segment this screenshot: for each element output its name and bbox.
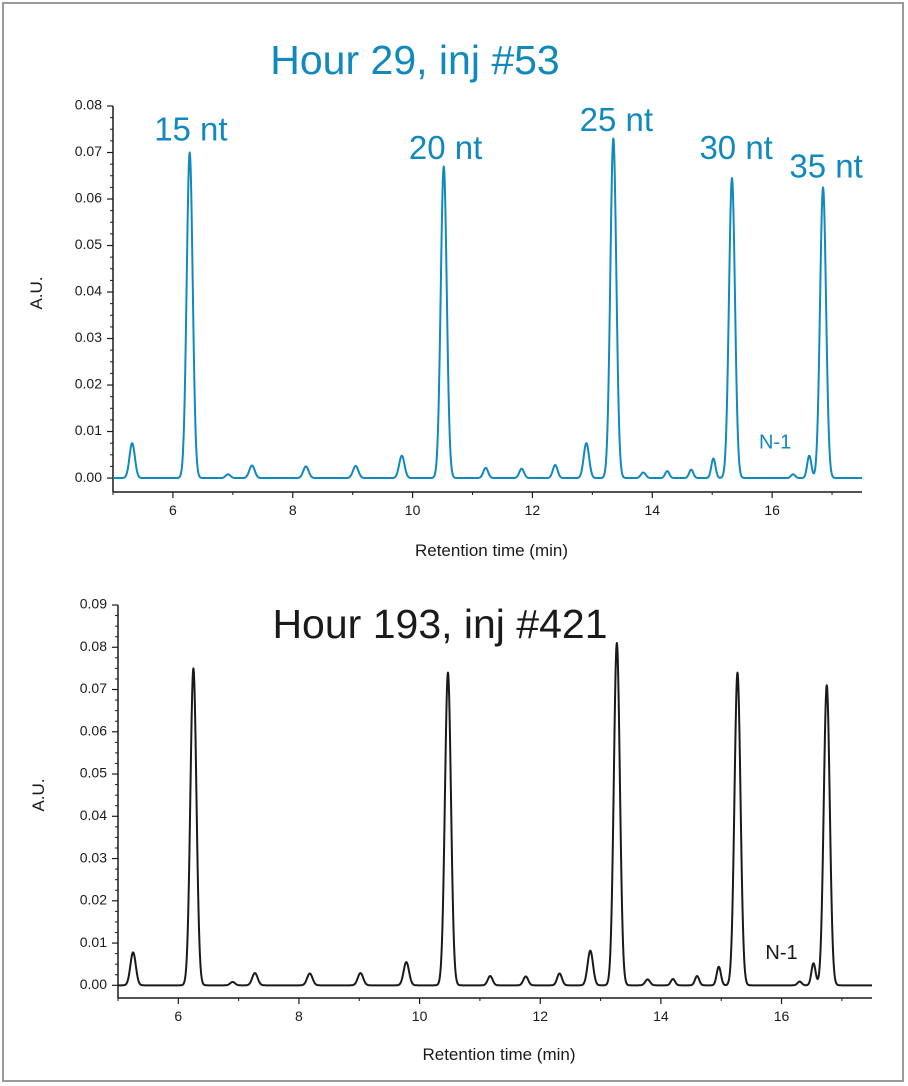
y-axis-title: A.U. [29,778,48,811]
y-tick-label: 0.09 [80,596,107,612]
n-minus-1-annotation: N-1 [765,942,797,964]
peak-label: 35 nt [789,148,862,185]
x-tick-label: 8 [289,502,297,518]
y-tick-label: 0.06 [75,190,102,206]
y-tick-label: 0.05 [75,236,102,252]
y-tick-label: 0.00 [80,976,107,992]
x-tick-label: 14 [653,1008,669,1024]
peak-label: 15 nt [154,110,227,147]
x-tick-label: 16 [764,502,780,518]
y-tick-label: 0.07 [80,680,107,696]
y-tick-label: 0.04 [80,807,107,823]
x-tick-label: 6 [174,1008,182,1024]
y-tick-label: 0.02 [80,892,107,908]
x-tick-label: 10 [405,502,421,518]
x-axis-title: Retention time (min) [415,541,568,560]
chromatogram-trace [112,137,863,480]
y-tick-label: 0.03 [80,849,107,865]
y-tick-label: 0.08 [75,97,102,113]
chart-top-hour-29: Hour 29, inj #53 0.00 0.01 0.02 0.03 0.04 0.05… [27,37,863,560]
peak-label: 30 nt [699,129,772,166]
x-tick-label: 8 [295,1008,303,1024]
y-tick-label: 0.05 [80,765,107,781]
y-axis-title: A.U. [27,276,46,309]
x-tick-label: 16 [774,1008,790,1024]
peak-label: 25 nt [580,101,653,138]
x-tick-label: 6 [169,502,177,518]
chart-bottom-hour-193: Hour 193, inj #421 0.00 0.01 0.02 0.03 0.04 0.… [29,596,873,1064]
x-tick-label: 12 [532,1008,548,1024]
y-tick-label: 0.08 [80,638,107,654]
y-tick-label: 0.04 [75,283,102,299]
y-tick-label: 0.07 [75,143,102,159]
x-tick-label: 10 [412,1008,428,1024]
x-tick-label: 12 [525,502,541,518]
y-tick-label: 0.06 [80,722,107,738]
x-tick-label: 14 [644,502,660,518]
n-minus-1-annotation: N-1 [759,431,791,453]
y-tick-label: 0.01 [75,422,102,438]
y-tick-label: 0.01 [80,934,107,950]
x-axis-title: Retention time (min) [422,1045,575,1064]
y-tick-label: 0.00 [75,469,102,485]
peak-label: 20 nt [409,129,482,166]
y-tick-label: 0.02 [75,376,102,392]
chart-title: Hour 29, inj #53 [270,37,559,83]
chart-title: Hour 193, inj #421 [272,601,607,647]
chromatogram-trace [117,642,873,987]
y-tick-label: 0.03 [75,329,102,345]
